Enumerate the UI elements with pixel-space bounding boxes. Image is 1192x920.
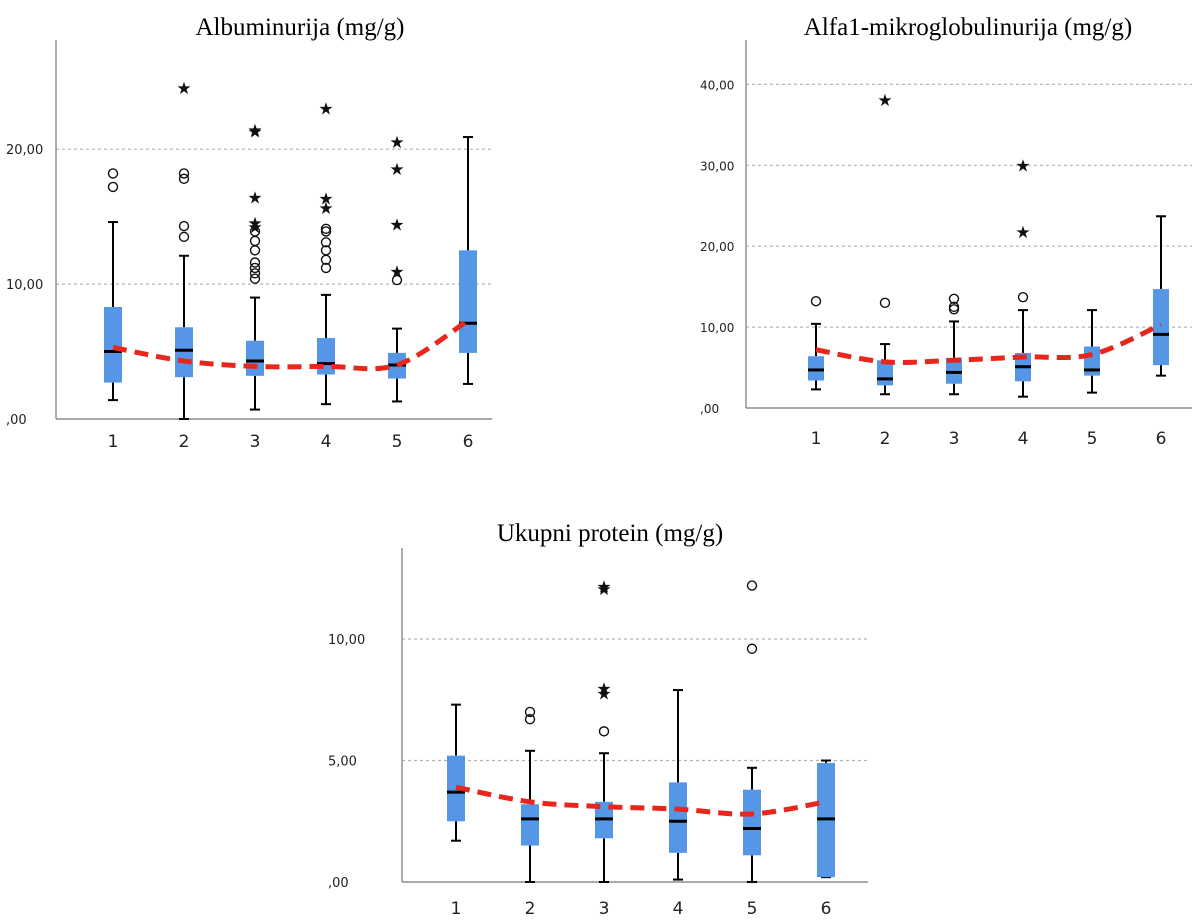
extreme-point: ★ — [596, 684, 611, 704]
outlier-point — [320, 237, 332, 248]
y-tick-label: 20,00 — [700, 240, 734, 254]
extreme-point: ★ — [389, 215, 404, 235]
x-tick-label: 1 — [108, 432, 119, 452]
extreme-point: ★ — [247, 214, 262, 234]
extreme-point: ★ — [1015, 156, 1030, 176]
x-tick-label: 6 — [1156, 429, 1167, 449]
trend-line — [455, 784, 827, 817]
extreme-point: ★ — [1015, 223, 1030, 243]
y-tick-label: 5,00 — [328, 755, 357, 770]
box-cat-5 — [743, 789, 761, 856]
outlier-point — [598, 726, 610, 737]
x-tick-label: 6 — [463, 432, 474, 452]
extreme-point: ★ — [318, 199, 333, 219]
y-tick-label: 10,00 — [700, 321, 734, 335]
box-cat-6 — [1153, 289, 1169, 366]
x-tick-label: 3 — [599, 899, 610, 919]
x-tick-label: 1 — [451, 899, 462, 919]
x-tick-label: 1 — [811, 429, 822, 449]
outlier-point — [524, 714, 536, 725]
outlier-point — [178, 231, 190, 243]
x-tick-label: 3 — [250, 432, 261, 452]
alfa1-mikroglobulinurija-boxplot: ,00 10,00 20,00 30,00 40,00 1 ★ 2 3 ★ ★ 4 5 6 — [700, 40, 1192, 449]
x-tick-label: 6 — [821, 899, 832, 919]
outlier-point — [249, 273, 261, 284]
extreme-point: ★ — [176, 79, 191, 99]
outlier-point — [948, 293, 960, 304]
extreme-point: ★ — [247, 121, 262, 141]
box-cat-3 — [946, 357, 962, 384]
y-tick-label: 10,00 — [6, 278, 43, 293]
x-tick-label: 4 — [321, 432, 332, 452]
box-cat-2 — [521, 804, 539, 846]
x-tick-label: 5 — [747, 899, 758, 919]
outlier-point — [746, 580, 758, 591]
x-tick-label: 2 — [880, 429, 891, 449]
outlier-point — [1017, 291, 1029, 303]
outlier-point — [948, 301, 960, 313]
extreme-point: ★ — [247, 218, 262, 238]
outlier-point — [810, 296, 822, 307]
trend-line — [815, 322, 1163, 365]
y-tick-label: 10,00 — [328, 633, 365, 648]
outlier-point — [320, 245, 332, 256]
extreme-point: ★ — [247, 188, 262, 208]
extreme-point: ★ — [389, 133, 404, 153]
box-cat-3 — [246, 340, 264, 376]
y-tick-label: 20,00 — [6, 143, 43, 158]
y-tick-label: ,00 — [700, 402, 719, 416]
x-tick-label: 2 — [525, 899, 536, 919]
x-tick-label: 3 — [949, 429, 960, 449]
outlier-point — [746, 643, 758, 654]
extreme-point: ★ — [318, 99, 333, 119]
chart-title-albuminurija: Albuminurija (mg/g) — [195, 14, 405, 41]
extreme-point: ★ — [596, 580, 611, 600]
y-tick-label: ,00 — [328, 876, 349, 891]
y-tick-label: 30,00 — [700, 159, 734, 173]
outlier-point — [320, 226, 332, 237]
box-cat-1 — [104, 307, 122, 383]
chart-title-alfa1-mikroglobulinurija: Alfa1-mikroglobulinurija (mg/g) — [803, 14, 1133, 41]
x-tick-label: 5 — [392, 432, 403, 452]
outlier-point — [249, 245, 261, 256]
x-tick-label: 5 — [1087, 429, 1098, 449]
extreme-point: ★ — [596, 680, 611, 700]
extreme-point: ★ — [877, 91, 892, 111]
outlier-point — [249, 257, 261, 268]
x-tick-label: 2 — [179, 432, 190, 452]
extreme-point: ★ — [247, 122, 262, 142]
extreme-point: ★ — [596, 578, 611, 598]
trend-line — [112, 318, 470, 372]
outlier-point — [249, 226, 261, 237]
outlier-point — [107, 181, 119, 193]
outlier-point — [879, 297, 891, 309]
outlier-point — [178, 168, 190, 179]
outlier-point — [178, 173, 190, 185]
outlier-point — [524, 706, 536, 718]
outlier-point — [107, 168, 119, 179]
box-cat-1 — [808, 356, 824, 381]
outlier-point — [320, 223, 332, 234]
outlier-point — [249, 262, 261, 274]
outlier-point — [249, 268, 261, 279]
y-tick-label: ,00 — [6, 413, 27, 428]
x-tick-label: 4 — [1018, 429, 1029, 449]
x-tick-label: 4 — [673, 899, 684, 919]
box-cat-4 — [317, 338, 335, 375]
y-tick-label: 40,00 — [700, 78, 734, 92]
outlier-point — [178, 220, 190, 232]
box-cat-6 — [459, 250, 477, 353]
box-cat-4 — [669, 782, 687, 853]
outlier-point — [320, 262, 332, 274]
box-cat-2 — [175, 327, 193, 378]
extreme-point: ★ — [389, 263, 404, 283]
extreme-point: ★ — [389, 160, 404, 180]
chart-title-ukupni-protein: Ukupni protein (mg/g) — [496, 520, 724, 547]
outlier-point — [391, 274, 403, 286]
extreme-point: ★ — [318, 190, 333, 210]
